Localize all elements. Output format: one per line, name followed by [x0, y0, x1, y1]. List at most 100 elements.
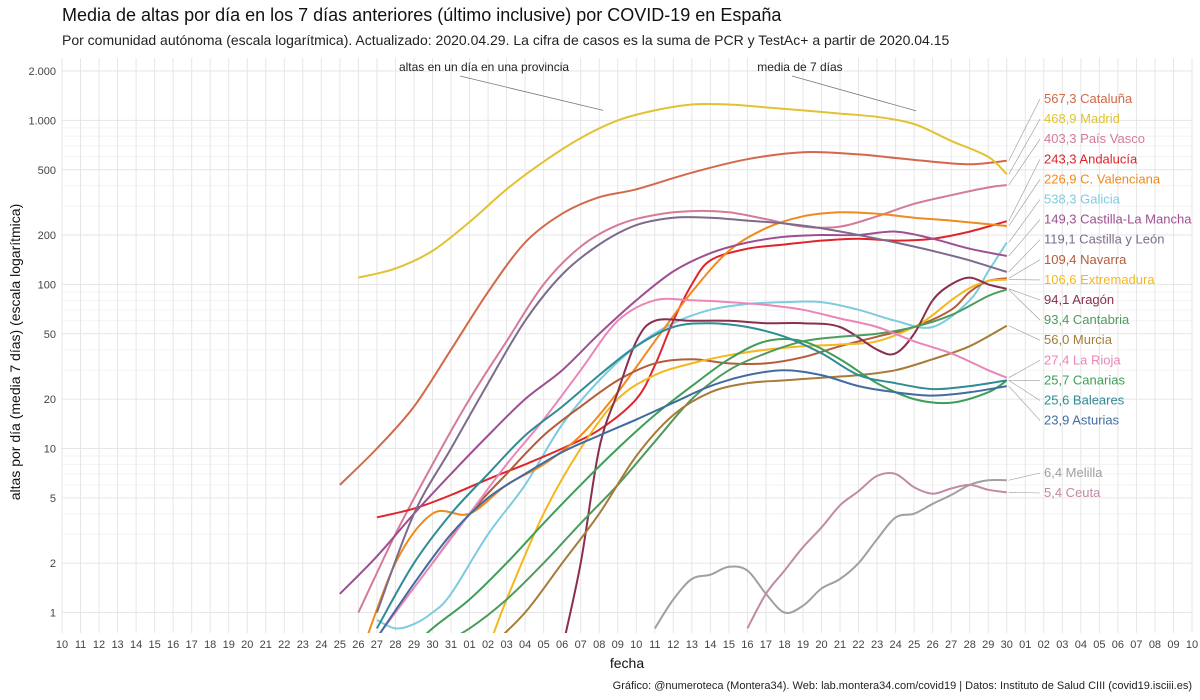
x-tick-label: 10 — [630, 639, 642, 651]
x-tick-label: 27 — [371, 639, 383, 651]
series-line-cataluna — [339, 151, 1007, 486]
series-line-baleares — [376, 322, 1007, 629]
series-line-madrid — [358, 102, 1008, 279]
label-leader-line — [1008, 360, 1041, 378]
series-line-la-rioja — [378, 297, 1008, 633]
x-axis: 10 11 12 13 14 15 16 17 18 19 20 21 22 23 24 25 26 27 28 29… — [56, 639, 1198, 651]
x-tick-label: 11 — [75, 639, 86, 651]
label-baleares: 25,6 Baleares — [1044, 393, 1125, 408]
label-extremadura: 106,6 Extremadura — [1044, 272, 1155, 287]
x-tick-label: 26 — [927, 639, 939, 651]
label-asturias: 23,9 Asturias — [1044, 413, 1120, 428]
x-tick-label: 03 — [1056, 639, 1068, 651]
label-pais-vasco: 403,3 País Vasco — [1044, 131, 1145, 146]
series-line-cantabria — [460, 288, 1008, 633]
x-tick-label: 21 — [834, 639, 846, 651]
y-tick-label: 5 — [50, 493, 56, 505]
x-tick-label: 30 — [426, 639, 438, 651]
label-leader-line — [1008, 118, 1041, 175]
label-leader-line — [1008, 288, 1041, 301]
x-tick-label: 22 — [278, 639, 290, 651]
x-tick-label: 27 — [945, 639, 957, 651]
x-tick-label: 24 — [315, 639, 327, 651]
series-lines — [339, 102, 1008, 633]
series-line-murcia — [503, 324, 1008, 633]
x-tick-label: 09 — [612, 639, 624, 651]
label-ceuta: 5,4 Ceuta — [1044, 485, 1101, 500]
x-tick-label: 24 — [889, 639, 901, 651]
label-castilla-y-leon: 119,1 Castilla y León — [1044, 232, 1164, 247]
x-tick-label: 22 — [852, 639, 864, 651]
x-tick-label: 26 — [352, 639, 364, 651]
label-cataluna: 567,3 Cataluña — [1044, 91, 1133, 106]
y-tick-label: 1.000 — [28, 115, 56, 127]
y-tick-label: 20 — [44, 394, 56, 406]
series-line-canarias — [425, 338, 1008, 633]
x-tick-label: 23 — [871, 639, 883, 651]
x-tick-label: 01 — [1019, 639, 1031, 651]
series-line-ceuta — [746, 471, 1007, 629]
x-tick-label: 06 — [556, 639, 568, 651]
x-tick-label: 17 — [186, 639, 198, 651]
x-tick-label: 08 — [1149, 639, 1161, 651]
label-melilla: 6,4 Melilla — [1044, 465, 1103, 480]
series-line-c-valenciana — [367, 211, 1007, 633]
x-tick-label: 18 — [778, 639, 790, 651]
y-tick-label: 2.000 — [28, 66, 56, 78]
x-tick-label: 04 — [519, 639, 531, 651]
x-tick-label: 20 — [241, 639, 253, 651]
series-line-pais-vasco — [357, 184, 1007, 613]
x-tick-label: 01 — [463, 639, 475, 651]
label-leader-line — [1008, 385, 1041, 421]
label-canarias: 25,7 Canarias — [1044, 372, 1125, 387]
label-leader-line — [1008, 179, 1041, 227]
x-tick-label: 10 — [1186, 639, 1198, 651]
x-tick-label: 05 — [538, 639, 550, 651]
x-tick-label: 16 — [741, 639, 753, 651]
annotation-media: media de 7 días — [757, 60, 842, 74]
x-tick-label: 20 — [815, 639, 827, 651]
y-axis: 1 2 5 10 20 50 100 200 500 1.000 2.000 — [28, 66, 56, 620]
series-line-castilla-y-leon — [375, 216, 1008, 613]
x-tick-label: 13 — [686, 639, 698, 651]
label-leader-line — [1008, 239, 1041, 273]
label-la-rioja: 27,4 La Rioja — [1044, 352, 1121, 367]
x-tick-label: 14 — [704, 639, 716, 651]
x-tick-label: 25 — [908, 639, 920, 651]
label-cantabria: 93,4 Cantabria — [1044, 312, 1130, 327]
x-tick-label: 15 — [723, 639, 735, 651]
label-leader-line — [1008, 492, 1041, 494]
x-tick-label: 11 — [649, 639, 660, 651]
series-line-navarra — [431, 277, 1007, 564]
chart-subtitle: Por comunidad autónoma (escala logarítmi… — [62, 32, 950, 48]
label-leader-line — [1008, 139, 1041, 186]
series-line-castilla-la-mancha — [339, 230, 1007, 595]
label-leader-line — [1008, 325, 1041, 341]
label-madrid: 468,9 Madrid — [1044, 111, 1120, 126]
x-tick-label: 13 — [111, 639, 123, 651]
x-tick-label: 31 — [445, 639, 457, 651]
y-axis-title: altas por día (media 7 días) (escala log… — [7, 204, 23, 500]
x-tick-label: 10 — [56, 639, 68, 651]
x-tick-label: 04 — [1075, 639, 1087, 651]
y-tick-label: 10 — [44, 443, 56, 455]
label-leader-line — [1008, 380, 1041, 401]
x-tick-label: 03 — [500, 639, 512, 651]
x-tick-label: 07 — [1130, 639, 1142, 651]
label-navarra: 109,4 Navarra — [1044, 252, 1127, 267]
x-tick-label: 09 — [1167, 639, 1179, 651]
series-line-melilla — [653, 478, 1007, 629]
label-leader-line — [1008, 289, 1041, 321]
x-tick-label: 05 — [1093, 639, 1105, 651]
x-tick-label: 07 — [575, 639, 587, 651]
x-tick-label: 29 — [408, 639, 420, 651]
y-tick-label: 100 — [38, 279, 56, 291]
label-leader-line — [1008, 472, 1041, 481]
label-aragon: 94,1 Aragón — [1044, 292, 1114, 307]
x-tick-label: 16 — [167, 639, 179, 651]
x-tick-label: 12 — [667, 639, 679, 651]
label-c-valenciana: 226,9 C. Valenciana — [1044, 171, 1161, 186]
y-tick-label: 200 — [38, 230, 56, 242]
label-andalucia: 243,3 Andalucía — [1044, 151, 1138, 166]
